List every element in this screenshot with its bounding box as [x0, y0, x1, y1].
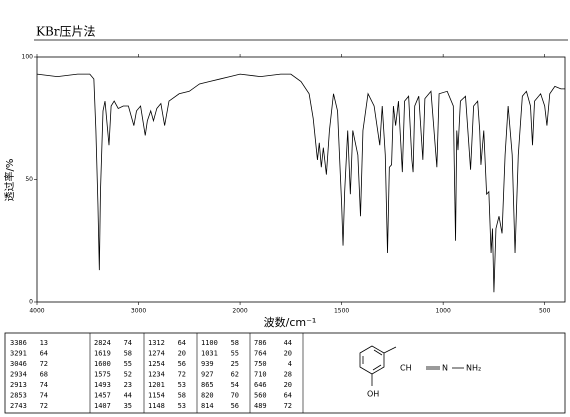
peak-transmittance: 64 [178, 339, 186, 347]
peak-transmittance: 25 [231, 360, 239, 368]
peak-wavenumber: 820 [201, 392, 214, 400]
peak-transmittance: 74 [40, 392, 48, 400]
y-tick-label: 50 [25, 176, 33, 183]
peak-transmittance: 68 [40, 371, 48, 379]
y-tick-label: 100 [22, 54, 34, 61]
peak-wavenumber: 1148 [148, 402, 165, 410]
peak-wavenumber: 646 [254, 381, 267, 389]
peak-transmittance: 20 [178, 350, 186, 358]
structure-label: N [442, 364, 448, 373]
peak-wavenumber: 1100 [201, 339, 218, 347]
x-tick-label: 4000 [29, 308, 44, 315]
peak-wavenumber: 1234 [148, 371, 165, 379]
peak-wavenumber: 865 [201, 381, 214, 389]
peak-transmittance: 13 [40, 339, 48, 347]
peak-transmittance: 54 [231, 381, 239, 389]
peak-wavenumber: 489 [254, 402, 267, 410]
peak-transmittance: 72 [40, 360, 48, 368]
peak-transmittance: 58 [124, 350, 132, 358]
peak-transmittance: 56 [178, 360, 186, 368]
peak-transmittance: 53 [178, 381, 186, 389]
peak-transmittance: 44 [284, 339, 292, 347]
peak-transmittance: 72 [284, 402, 292, 410]
peak-wavenumber: 560 [254, 392, 267, 400]
table-frame [4, 332, 566, 414]
peak-transmittance: 28 [284, 371, 292, 379]
peak-transmittance: 55 [231, 350, 239, 358]
peak-wavenumber: 3386 [10, 339, 27, 347]
structure-label: OH [367, 390, 379, 399]
y-axis-label: 透过率/% [3, 159, 16, 202]
peak-transmittance: 62 [231, 371, 239, 379]
peak-transmittance: 58 [178, 392, 186, 400]
peak-transmittance: 72 [40, 402, 48, 410]
peak-wavenumber: 2824 [94, 339, 111, 347]
peak-wavenumber: 1493 [94, 381, 111, 389]
peak-wavenumber: 710 [254, 371, 267, 379]
spectrum-line [36, 73, 565, 293]
peak-wavenumber: 1154 [148, 392, 165, 400]
x-tick-label: 1500 [334, 308, 349, 315]
peak-wavenumber: 1407 [94, 402, 111, 410]
y-tick-label: 0 [29, 299, 33, 306]
peak-wavenumber: 750 [254, 360, 267, 368]
peak-wavenumber: 1457 [94, 392, 111, 400]
x-tick-label: 3000 [131, 308, 146, 315]
peak-wavenumber: 3046 [10, 360, 27, 368]
peak-transmittance: 53 [178, 402, 186, 410]
peak-transmittance: 52 [124, 371, 132, 379]
peak-wavenumber: 1254 [148, 360, 165, 368]
peak-wavenumber: 786 [254, 339, 267, 347]
x-tick-label: 500 [539, 308, 551, 315]
peak-wavenumber: 2853 [10, 392, 27, 400]
peak-transmittance: 74 [40, 381, 48, 389]
peak-wavenumber: 927 [201, 371, 214, 379]
peak-transmittance: 56 [231, 402, 239, 410]
structure-bonds [359, 345, 464, 386]
peak-transmittance: 23 [124, 381, 132, 389]
peak-wavenumber: 1031 [201, 350, 218, 358]
peak-transmittance: 74 [124, 339, 132, 347]
peak-transmittance: 72 [178, 371, 186, 379]
peak-transmittance: 64 [284, 392, 292, 400]
peak-wavenumber: 3291 [10, 350, 27, 358]
peak-transmittance: 64 [40, 350, 48, 358]
peak-wavenumber: 939 [201, 360, 214, 368]
peak-transmittance: 55 [124, 360, 132, 368]
peak-wavenumber: 1312 [148, 339, 165, 347]
peak-wavenumber: 1619 [94, 350, 111, 358]
peak-wavenumber: 764 [254, 350, 267, 358]
peak-transmittance: 4 [288, 360, 292, 368]
peak-transmittance: 35 [124, 402, 132, 410]
x-tick-label: 1000 [436, 308, 451, 315]
peak-wavenumber: 2913 [10, 381, 27, 389]
peak-transmittance: 20 [284, 350, 292, 358]
x-tick-label: 2000 [232, 308, 247, 315]
peak-wavenumber: 2934 [10, 371, 27, 379]
peak-wavenumber: 1201 [148, 381, 165, 389]
peak-wavenumber: 1575 [94, 371, 111, 379]
structure-label: NH₂ [466, 364, 481, 373]
peak-wavenumber: 2743 [10, 402, 27, 410]
peak-wavenumber: 814 [201, 402, 214, 410]
peak-transmittance: 44 [124, 392, 132, 400]
structure-label: CH [400, 364, 412, 373]
peak-transmittance: 58 [231, 339, 239, 347]
peak-transmittance: 70 [231, 392, 239, 400]
peak-transmittance: 20 [284, 381, 292, 389]
peak-wavenumber: 1600 [94, 360, 111, 368]
table-dividers [89, 333, 304, 413]
page-title: KBr压片法 [36, 25, 96, 39]
x-axis-label: 波数/cm⁻¹ [264, 316, 317, 329]
peak-wavenumber: 1274 [148, 350, 165, 358]
